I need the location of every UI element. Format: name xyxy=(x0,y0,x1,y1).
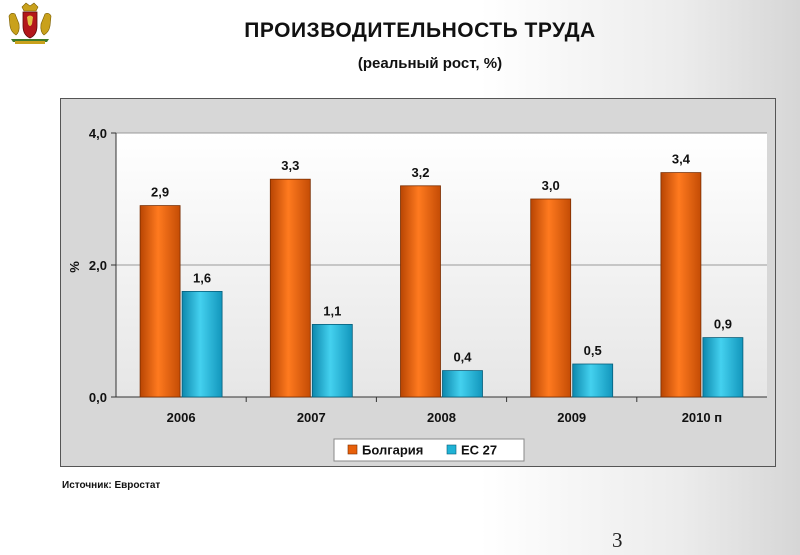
x-tick-label: 2008 xyxy=(427,410,456,425)
data-label: 0,4 xyxy=(453,350,472,365)
bar-eu27 xyxy=(181,290,223,398)
bar-eu27 xyxy=(442,370,483,398)
x-tick-label: 2006 xyxy=(167,410,196,425)
slide-number: 3 xyxy=(612,528,623,552)
y-tick-label: 2,0 xyxy=(89,258,107,273)
data-label: 2,9 xyxy=(151,185,169,200)
coat-of-arms-icon xyxy=(8,2,52,44)
slide-title: ПРОИЗВОДИТЕЛЬНОСТЬ ТРУДА xyxy=(244,19,596,42)
bar-eu27 xyxy=(311,323,353,398)
data-label: 1,1 xyxy=(323,303,341,318)
data-label: 0,9 xyxy=(714,317,732,332)
bar-eu27 xyxy=(572,363,614,398)
data-label: 1,6 xyxy=(193,270,211,285)
legend-swatch-eu27 xyxy=(446,444,457,455)
y-tick-label: 4,0 xyxy=(89,126,107,141)
bar-bulgaria xyxy=(530,198,572,398)
legend-box xyxy=(333,438,525,462)
data-label: 3,4 xyxy=(672,152,691,167)
x-tick-label: 2010 п xyxy=(682,410,722,425)
data-label: 3,3 xyxy=(281,158,299,173)
x-tick-label: 2009 xyxy=(557,410,586,425)
slide-subtitle: (реальный рост, %) xyxy=(357,55,503,72)
data-label: 0,5 xyxy=(584,343,602,358)
x-tick-label: 2007 xyxy=(297,410,326,425)
legend-label-eu27: ЕС 27 xyxy=(461,443,497,458)
data-label: 3,2 xyxy=(411,165,429,180)
legend-label-bulgaria: Болгария xyxy=(362,443,423,458)
legend-swatch-bulgaria xyxy=(347,444,358,455)
bar-bulgaria xyxy=(660,172,702,398)
y-tick-label: 0,0 xyxy=(89,390,107,405)
bar-bulgaria xyxy=(139,205,181,398)
bar-bulgaria xyxy=(269,178,311,398)
bar-eu27 xyxy=(702,337,744,398)
y-axis-label: % xyxy=(67,261,82,273)
chart-area: 0,0 2,0 4,0% 2006 2,9 1,6 2007 3,3 1,1 2008 3,2 0,4… xyxy=(60,98,776,467)
bar-chart: 0,0 2,0 4,0% 2006 2,9 1,6 2007 3,3 1,1 2008 3,2 0,4… xyxy=(67,126,767,462)
bar-bulgaria xyxy=(400,185,441,398)
data-label: 3,0 xyxy=(542,178,560,193)
source-note: Источник: Евростат xyxy=(62,480,161,491)
